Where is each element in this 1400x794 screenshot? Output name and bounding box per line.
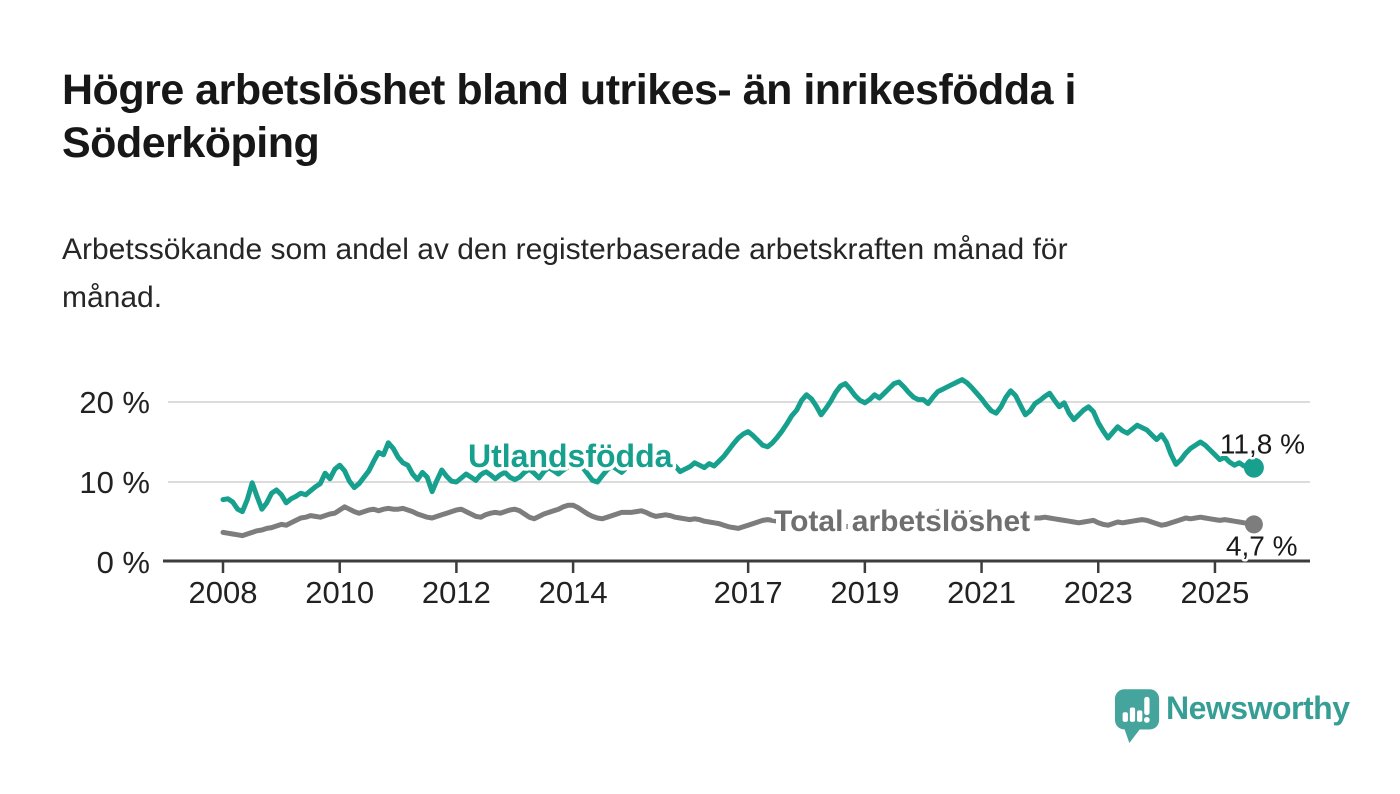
page-subtitle-line-1: Arbetssökande som andel av den registerb… (62, 233, 1068, 266)
total-end-label: 4,7 % (1226, 530, 1298, 561)
total-end-dot (1244, 515, 1263, 534)
series-lines-group (220, 377, 1257, 539)
page-subtitle-line-2: månad. (62, 281, 163, 314)
utlandsfodda-end-dot (1243, 457, 1264, 478)
x-axis-label: 2008 (189, 575, 258, 610)
x-axis-label: 2010 (305, 575, 374, 610)
x-axis-label: 2017 (714, 575, 783, 610)
page-title-line-1: Högre arbetslöshet bland utrikes- än inr… (62, 66, 1076, 114)
gridlines-group: 20 % 10 % 0 % (79, 385, 1310, 580)
x-axis-label: 2021 (947, 575, 1016, 610)
x-axis-label: 2023 (1064, 575, 1133, 610)
series-label-utlandsfodda: Utlandsfödda (468, 438, 673, 474)
total-line (220, 502, 1257, 539)
logo-bar-1 (1122, 712, 1128, 722)
axes-group: 2008 2010 2012 2014 2017 2019 2021 2023 2025 (163, 559, 1310, 610)
logo-bar-3 (1137, 710, 1143, 722)
logo-exclamation-dot (1143, 717, 1150, 723)
newsworthy-logo-text: Newsworthy (1166, 690, 1350, 726)
logo-bar-2 (1129, 707, 1136, 722)
logo-exclamation-bar (1144, 696, 1150, 716)
series-label-total: Total arbetslöshet (774, 505, 1030, 538)
y-axis-label: 0 % (97, 545, 150, 580)
page-title: Högre arbetslöshet bland utrikes- än inr… (62, 64, 1352, 170)
end-markers-group: 11,8 % 4,7 % (1217, 426, 1307, 564)
y-axis-label: 20 % (79, 385, 150, 420)
x-axis-label: 2014 (539, 575, 608, 610)
page-title-line-2: Söderköping (62, 119, 320, 167)
y-axis-label: 10 % (79, 465, 150, 500)
utlandsfodda-line (220, 377, 1257, 515)
utlandsfodda-end-label: 11,8 % (1220, 429, 1305, 460)
newsworthy-logo: Newsworthy (1114, 688, 1374, 750)
x-axis-label: 2012 (422, 575, 491, 610)
x-axis-label: 2025 (1180, 575, 1249, 610)
newsworthy-bar-chart-speech-bubble-icon (1114, 689, 1160, 743)
page-subtitle: Arbetssökande som andel av den registerb… (62, 226, 1292, 322)
x-axis-label: 2019 (830, 575, 899, 610)
